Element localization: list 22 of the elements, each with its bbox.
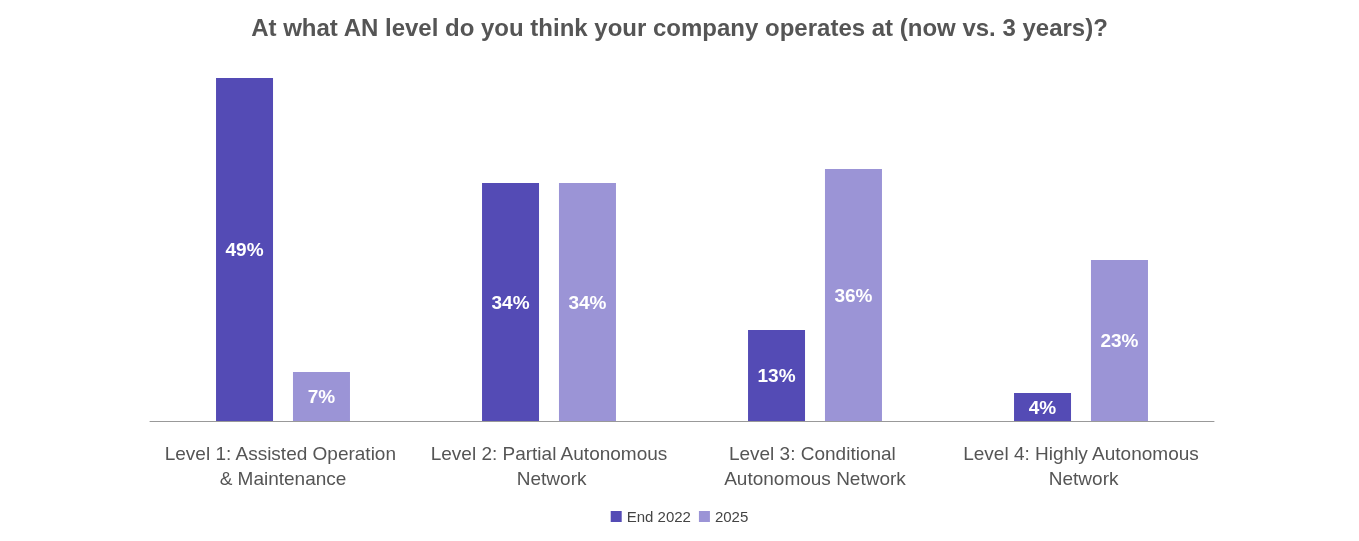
bar	[748, 330, 806, 421]
legend-label: End 2022	[626, 508, 691, 525]
bar	[558, 183, 616, 421]
legend-label: 2025	[714, 508, 749, 525]
data-label: 4%	[1028, 396, 1057, 418]
data-label: 34%	[568, 291, 607, 313]
bar	[1090, 260, 1148, 421]
x-tick-label: Level 3: Conditional Autonomous Network	[724, 443, 907, 489]
bar	[216, 78, 274, 421]
bar	[824, 169, 882, 421]
data-label: 34%	[491, 291, 530, 313]
data-label: 13%	[757, 365, 796, 386]
x-tick-label: Level 1: Assisted Operation & Maintenance	[164, 443, 402, 489]
data-label: 36%	[834, 284, 873, 306]
bar	[292, 372, 350, 421]
x-tick-label: Level 2: Partial Autonomous Network	[430, 443, 668, 489]
data-label: 49%	[225, 239, 264, 260]
x-tick-label: Level 4: Highly Autonomous Network	[963, 443, 1199, 489]
bar	[482, 183, 540, 421]
chart-title: At what AN level do you think your company operates at (now vs. 3 years)?	[251, 13, 1108, 41]
data-label: 7%	[307, 386, 336, 407]
data-label: 23%	[1100, 330, 1139, 351]
